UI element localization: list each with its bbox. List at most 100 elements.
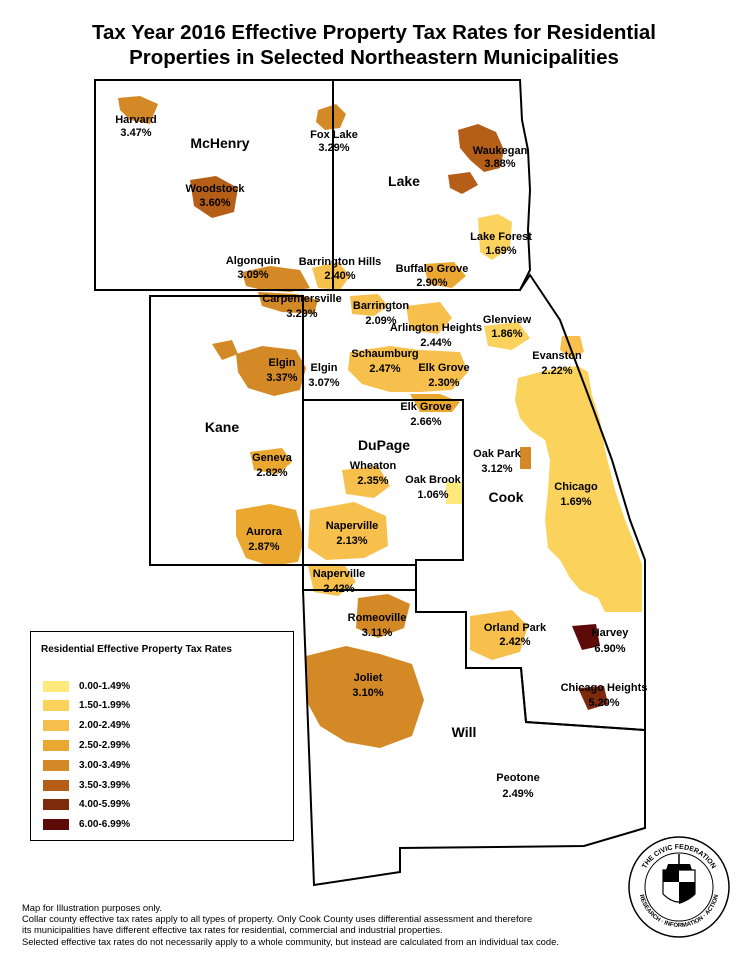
label-geneva-rate: 2.82%	[256, 467, 287, 479]
label-fox-lake-rate: 3.29%	[318, 142, 349, 154]
footnote-line: Selected effective tax rates do not nece…	[22, 935, 559, 947]
label-arlington-heights-name: Arlington Heights	[390, 322, 482, 334]
label-chicago-heights-rate: 5.20%	[588, 697, 619, 709]
label-carpentersville-rate: 3.29%	[286, 308, 317, 320]
schaumburg-area	[348, 346, 468, 392]
label-harvard-rate: 3.47%	[120, 127, 151, 139]
label-elk-grove-2-rate: 2.66%	[410, 416, 441, 428]
label-woodstock-rate: 3.60%	[199, 197, 230, 209]
footnote-line: Collar county effective tax rates apply …	[22, 913, 533, 925]
legend-label: 0.00-1.49%	[79, 680, 131, 692]
algonquin-area	[242, 266, 310, 292]
label-carpentersville-name: Carpentersville	[262, 293, 341, 305]
geneva-area	[250, 448, 292, 474]
county-labels: McHenry Lake Kane DuPage Cook Will	[190, 135, 523, 740]
legend-item: 3.00-3.49%	[43, 758, 130, 772]
legend-swatch	[43, 699, 69, 711]
label-wheaton-name: Wheaton	[350, 460, 397, 472]
map-title: Tax Year 2016 Effective Property Tax Rat…	[0, 20, 748, 70]
label-orland-park-name: Orland Park	[484, 622, 547, 634]
label-arlington-heights-rate: 2.44%	[420, 337, 451, 349]
legend-item: 2.00-2.49%	[43, 718, 130, 732]
label-joliet-rate: 3.10%	[352, 687, 383, 699]
label-glenview-rate: 1.86%	[491, 328, 522, 340]
label-evanston-rate: 2.22%	[541, 365, 572, 377]
legend-label: 2.50-2.99%	[79, 739, 131, 751]
woodstock-area	[190, 176, 238, 218]
label-orland-park-rate: 2.42%	[499, 636, 530, 648]
label-chicago-heights-name: Chicago Heights	[561, 682, 648, 694]
label-elgin-2-rate: 3.07%	[308, 377, 339, 389]
harvey-area	[572, 624, 600, 650]
orland-park-area	[470, 610, 528, 660]
label-algonquin-name: Algonquin	[226, 255, 281, 267]
label-naperville-name: Naperville	[326, 520, 379, 532]
label-elgin-name: Elgin	[269, 357, 296, 369]
label-chicago-name: Chicago	[554, 481, 598, 493]
label-barrington-hills-rate: 2.40%	[324, 270, 355, 282]
elk-grove-area	[410, 394, 460, 412]
label-elgin-2-name: Elgin	[311, 362, 338, 374]
naperville-area	[308, 502, 388, 560]
wheaton-area	[342, 466, 390, 498]
legend-title: Residential Effective Property Tax Rates	[41, 644, 232, 655]
label-aurora-name: Aurora	[246, 526, 283, 538]
legend-swatch	[43, 739, 69, 751]
lake-forest-area	[478, 214, 512, 260]
county-boundaries	[94, 79, 646, 887]
legend-swatch	[43, 759, 69, 771]
elgin-area-west	[212, 340, 238, 360]
label-naperville-2-rate: 2.42%	[323, 583, 354, 595]
label-elk-grove-rate: 2.30%	[428, 377, 459, 389]
waukegan-area-2	[448, 172, 478, 194]
footnote-line: its municipalities have different effect…	[22, 924, 443, 936]
label-wheaton-rate: 2.35%	[357, 475, 388, 487]
label-elgin-rate: 3.37%	[266, 372, 297, 384]
label-romeoville-rate: 3.11%	[362, 627, 393, 639]
glenview-area	[484, 322, 530, 350]
label-aurora-rate: 2.87%	[248, 541, 279, 553]
label-schaumburg-name: Schaumburg	[351, 348, 418, 360]
legend: Residential Effective Property Tax Rates…	[30, 631, 294, 841]
aurora-area	[236, 504, 304, 566]
oak-park-area	[520, 447, 531, 469]
dupage-boundary	[303, 399, 464, 591]
will-boundary	[302, 564, 646, 887]
label-chicago-rate: 1.69%	[560, 496, 591, 508]
label-glenview-name: Glenview	[483, 314, 532, 326]
oak-brook-area	[446, 482, 462, 504]
label-oak-park-name: Oak Park	[473, 448, 522, 460]
label-schaumburg-rate: 2.47%	[369, 363, 400, 375]
footnote-line: Map for Illustration purposes only.	[22, 902, 162, 913]
naperville-will-area	[308, 564, 356, 596]
county-label-dupage: DuPage	[358, 437, 410, 453]
county-label-cook: Cook	[489, 489, 524, 505]
county-label-will: Will	[452, 724, 477, 740]
legend-label: 4.00-5.99%	[79, 798, 131, 810]
county-label-mchenry: McHenry	[190, 135, 249, 151]
municipality-labels: Harvard 3.47% Fox Lake 3.29% Waukegan 3.…	[115, 114, 647, 800]
evanston-area	[560, 336, 584, 358]
legend-label: 2.00-2.49%	[79, 719, 131, 731]
label-lake-forest-name: Lake Forest	[470, 231, 532, 243]
legend-swatch	[43, 779, 69, 791]
legend-item: 3.50-3.99%	[43, 778, 130, 792]
romeoville-area	[356, 594, 410, 638]
county-label-lake: Lake	[388, 173, 420, 189]
label-elk-grove-name: Elk Grove	[418, 362, 469, 374]
label-woodstock-name: Woodstock	[185, 183, 245, 195]
legend-item: 0.00-1.49%	[43, 679, 130, 693]
footnotes: Map for Illustration purposes only. Coll…	[22, 902, 662, 947]
label-evanston-name: Evanston	[532, 350, 582, 362]
label-naperville-rate: 2.13%	[336, 535, 367, 547]
buffalo-grove-area	[424, 262, 466, 288]
label-barrington-name: Barrington	[353, 300, 410, 312]
label-fox-lake-name: Fox Lake	[310, 129, 358, 141]
label-oak-brook-name: Oak Brook	[405, 474, 462, 486]
joliet-area	[306, 646, 424, 748]
elgin-area	[236, 346, 306, 396]
label-peotone-rate: 2.49%	[502, 788, 533, 800]
legend-item: 4.00-5.99%	[43, 797, 130, 811]
label-buffalo-grove-name: Buffalo Grove	[396, 263, 469, 275]
label-barrington-hills-name: Barrington Hills	[299, 256, 382, 268]
